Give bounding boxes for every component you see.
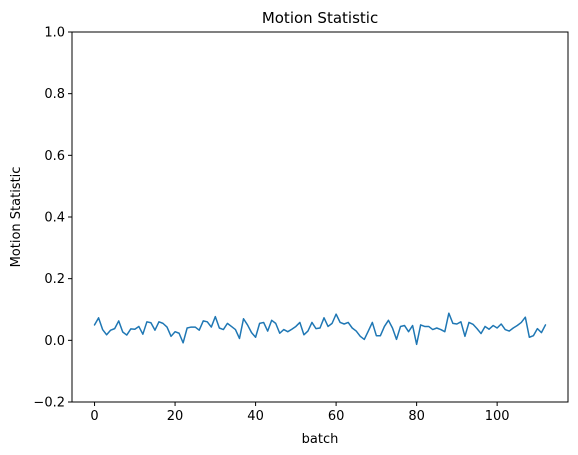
x-tick-label: 20 (167, 409, 184, 424)
ticks-layer: 0 20 40 60 80 100 −0.2 0.0 0.2 0.4 0.6 0.8 1.0 (33, 26, 509, 425)
x-tick-label: 40 (247, 409, 264, 424)
chart-title: Motion Statistic (262, 9, 378, 27)
x-tick-label: 80 (408, 409, 425, 424)
y-tick-label: 1.0 (44, 26, 65, 41)
x-tick-label: 0 (90, 409, 98, 424)
plot-layer (93, 312, 547, 346)
y-tick-label: 0.0 (44, 334, 65, 349)
y-tick-label: 0.8 (44, 87, 65, 102)
x-tick-label: 60 (328, 409, 345, 424)
y-tick-label: 0.2 (44, 272, 65, 287)
x-axis-label: batch (302, 432, 339, 447)
axes-frame (71, 31, 569, 403)
y-tick-label: −0.2 (33, 396, 65, 411)
y-tick-label: 0.6 (44, 149, 65, 164)
x-tick-label: 100 (485, 409, 510, 424)
y-axis-label: Motion Statistic (9, 167, 24, 268)
series-line (93, 312, 547, 346)
y-tick-label: 0.4 (44, 211, 65, 226)
